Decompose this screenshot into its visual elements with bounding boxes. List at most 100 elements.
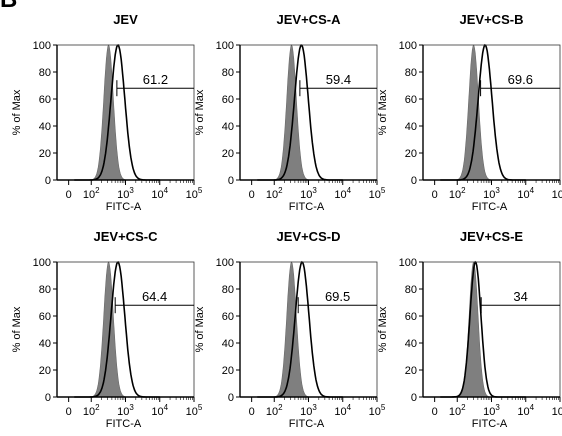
x-tick-label: 104 (517, 186, 534, 201)
x-tick-label: 104 (334, 403, 351, 418)
sample-histogram (440, 260, 526, 398)
isotype-histogram (74, 261, 160, 398)
x-tick-label: 102 (266, 403, 283, 418)
y-tick-label: 60 (222, 311, 234, 323)
x-tick-label: 0 (66, 189, 72, 201)
y-axis-label: % of Max (194, 306, 206, 352)
isotype-histogram (440, 44, 526, 181)
x-tick-label: 0 (249, 189, 255, 201)
y-tick-label: 40 (222, 338, 234, 350)
x-tick-label: 104 (334, 186, 351, 201)
x-tick-label: 104 (151, 403, 168, 418)
y-tick-label: 20 (222, 365, 234, 377)
plot-frame (239, 261, 378, 398)
y-tick-label: 100 (33, 257, 51, 269)
x-tick-label: 105 (186, 186, 203, 201)
x-tick-label: 0 (432, 406, 438, 418)
y-axis-label: % of Max (194, 89, 206, 135)
y-tick-label: 100 (216, 40, 234, 52)
y-tick-label: 80 (39, 67, 51, 79)
x-axis-label: FITC-A (289, 201, 325, 213)
panel-title: JEV+CS-C (94, 229, 159, 244)
y-axis-label: % of Max (377, 89, 389, 135)
x-axis-label: FITC-A (472, 418, 508, 430)
y-tick-label: 60 (222, 94, 234, 106)
y-tick-label: 100 (399, 257, 417, 269)
y-tick-label: 40 (405, 338, 417, 350)
y-tick-label: 60 (405, 94, 417, 106)
panel-title: JEV+CS-A (277, 12, 342, 27)
panel-title: JEV (113, 12, 138, 27)
x-axis-label: FITC-A (106, 201, 142, 213)
histogram-panel: JEV+CS-A 0 20 40 60 80 100 % of Max 0 102 103 104 10… (194, 12, 386, 213)
plot-frame (422, 44, 561, 181)
y-tick-label: 0 (411, 392, 417, 404)
y-axis-label: % of Max (11, 89, 23, 135)
x-tick-label: 103 (117, 186, 134, 201)
isotype-histogram (257, 261, 343, 398)
y-tick-label: 0 (45, 175, 51, 187)
x-tick-label: 102 (266, 186, 283, 201)
gate-percentage: 61.2 (143, 72, 168, 87)
histogram-panel: JEV+CS-E 0 20 40 60 80 100 % of Max 0 102 103 104 10… (377, 229, 562, 430)
plot-frame (422, 261, 561, 398)
y-tick-label: 20 (39, 148, 51, 160)
x-tick-label: 104 (517, 403, 534, 418)
x-tick-label: 102 (83, 403, 100, 418)
x-tick-label: 105 (552, 186, 562, 201)
y-tick-label: 60 (39, 311, 51, 323)
x-axis-label: FITC-A (106, 418, 142, 430)
y-tick-label: 60 (405, 311, 417, 323)
x-tick-label: 105 (369, 186, 386, 201)
panel-title: JEV+CS-E (460, 229, 524, 244)
y-tick-label: 100 (33, 40, 51, 52)
y-tick-label: 20 (222, 148, 234, 160)
x-tick-label: 0 (66, 406, 72, 418)
x-tick-label: 102 (83, 186, 100, 201)
y-tick-label: 0 (45, 392, 51, 404)
histogram-panel: JEV+CS-C 0 20 40 60 80 100 % of Max 0 102 103 104 10… (11, 229, 203, 430)
y-tick-label: 0 (411, 175, 417, 187)
gate-percentage: 34 (513, 289, 527, 304)
y-tick-label: 100 (399, 40, 417, 52)
histogram-panel: JEV+CS-D 0 20 40 60 80 100 % of Max 0 102 103 104 10… (194, 229, 386, 430)
y-tick-label: 20 (405, 148, 417, 160)
isotype-histogram (440, 261, 526, 398)
y-tick-label: 80 (222, 284, 234, 296)
y-tick-label: 20 (39, 365, 51, 377)
x-tick-label: 103 (300, 403, 317, 418)
x-tick-label: 103 (483, 403, 500, 418)
x-tick-label: 104 (151, 186, 168, 201)
panel-letter: B (0, 0, 17, 14)
y-tick-label: 40 (39, 338, 51, 350)
x-tick-label: 105 (369, 403, 386, 418)
x-tick-label: 0 (432, 189, 438, 201)
isotype-histogram (257, 44, 343, 181)
panel-title: JEV+CS-B (460, 12, 524, 27)
y-tick-label: 80 (39, 284, 51, 296)
y-tick-label: 40 (222, 121, 234, 133)
y-tick-label: 80 (222, 67, 234, 79)
y-tick-label: 0 (228, 175, 234, 187)
x-tick-label: 0 (249, 406, 255, 418)
x-tick-label: 102 (449, 403, 466, 418)
x-axis-label: FITC-A (472, 201, 508, 213)
histogram-panel: JEV 0 20 40 60 80 100 % of Max 0 102 103 104 105 FITC… (11, 12, 203, 213)
y-tick-label: 40 (405, 121, 417, 133)
y-tick-label: 20 (405, 365, 417, 377)
gate-percentage: 59.4 (326, 72, 351, 87)
gate-percentage: 69.6 (508, 72, 533, 87)
panel-title: JEV+CS-D (277, 229, 341, 244)
x-tick-label: 103 (300, 186, 317, 201)
plot-frame (239, 44, 378, 181)
isotype-histogram (74, 44, 160, 181)
y-tick-label: 80 (405, 284, 417, 296)
y-tick-label: 0 (228, 392, 234, 404)
histogram-panel: JEV+CS-B 0 20 40 60 80 100 % of Max 0 102 103 104 10… (377, 12, 562, 213)
y-tick-label: 60 (39, 94, 51, 106)
x-tick-label: 103 (483, 186, 500, 201)
gate-percentage: 64.4 (142, 289, 167, 304)
y-axis-label: % of Max (377, 306, 389, 352)
x-tick-label: 105 (552, 403, 562, 418)
